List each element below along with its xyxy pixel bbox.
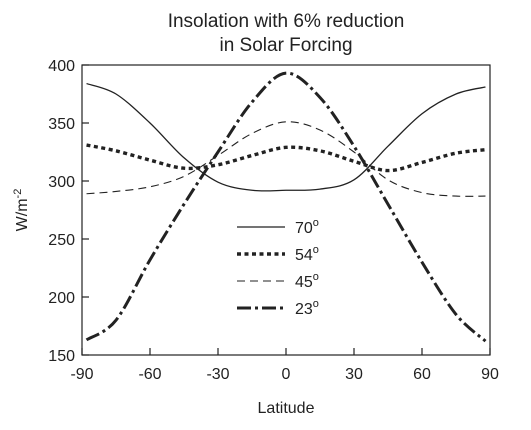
degree-symbol: o <box>313 298 319 310</box>
legend-label-value: 54 <box>295 247 313 264</box>
y-axis-label: W/m-2 <box>12 189 31 232</box>
series-line-23 <box>85 71 487 343</box>
degree-symbol: o <box>313 271 319 283</box>
x-tick-label: 30 <box>345 366 363 383</box>
y-tick-label: 400 <box>48 58 75 75</box>
x-tick-label: -60 <box>138 366 161 383</box>
x-tick-label: -30 <box>206 366 229 383</box>
y-tick-label: 350 <box>48 116 75 133</box>
legend-label-value: 70 <box>295 220 313 237</box>
legend-label-value: 45 <box>295 274 313 291</box>
legend-label-70: 70o <box>295 217 319 237</box>
legend-label-23: 23o <box>295 298 319 318</box>
y-tick-label: 200 <box>48 290 75 307</box>
degree-symbol: o <box>313 217 319 229</box>
y-axis-label-exponent: -2 <box>12 189 24 199</box>
y-tick-label: 300 <box>48 174 75 191</box>
x-tick-label: 60 <box>413 366 431 383</box>
series-line-54 <box>86 143 486 173</box>
x-tick-label: 90 <box>481 366 499 383</box>
y-axis-ticks: 150 200 250 300 350 400 <box>48 58 89 365</box>
x-tick-label: 0 <box>282 366 291 383</box>
series-lines <box>85 71 487 343</box>
y-axis-label-base: W/m <box>14 198 31 231</box>
x-axis-ticks: -90 -60 -30 0 30 60 90 <box>70 348 499 383</box>
degree-symbol: o <box>313 244 319 256</box>
y-tick-label: 150 <box>48 348 75 365</box>
series-line-70 <box>86 82 486 192</box>
x-axis-label: Latitude <box>258 400 315 417</box>
x-tick-label: -90 <box>70 366 93 383</box>
chart-title-line2: in Solar Forcing <box>219 35 352 56</box>
chart-title-line1: Insolation with 6% reduction <box>168 11 405 32</box>
legend-label-value: 23 <box>295 301 313 318</box>
legend-label-45: 45o <box>295 271 319 291</box>
y-tick-label: 250 <box>48 232 75 249</box>
legend-label-54: 54o <box>295 244 319 264</box>
